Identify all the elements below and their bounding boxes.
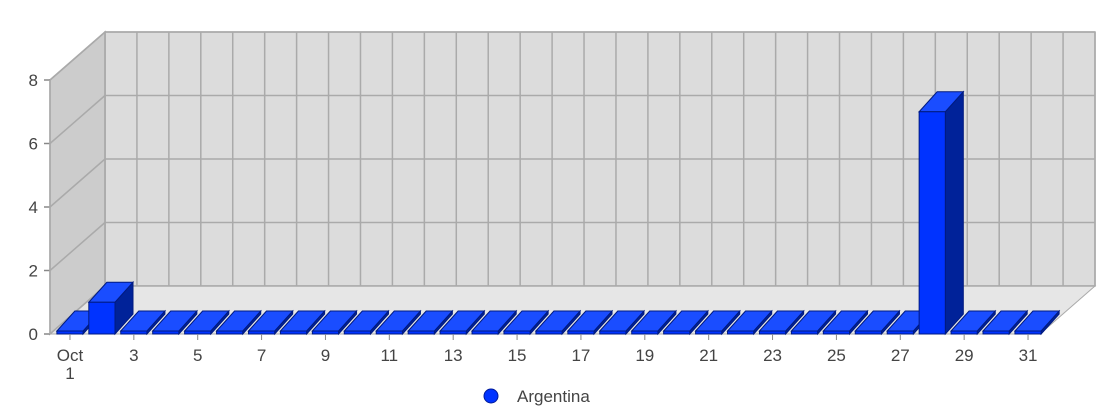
bar-front [631, 330, 659, 335]
bar [151, 309, 198, 336]
bar [694, 309, 741, 336]
bar-front [599, 330, 627, 335]
bar-front [216, 330, 244, 335]
bar [470, 309, 518, 336]
bar-front [982, 330, 1010, 335]
bar [822, 309, 869, 336]
gridline-left-wall [49, 158, 106, 208]
bar-front [918, 111, 946, 335]
bar-front [152, 330, 180, 335]
bar-front [950, 330, 978, 335]
bar [854, 309, 901, 336]
y-tick-label: 4 [29, 198, 38, 217]
gridline-left-wall [49, 31, 106, 81]
bar-front [727, 330, 755, 335]
x-tick-label: 25 [827, 346, 846, 365]
x-tick-label: 3 [129, 346, 138, 365]
bar [343, 309, 390, 336]
x-tick-label: 15 [508, 346, 527, 365]
gridline-left-wall [49, 221, 106, 272]
bar-front [375, 330, 403, 335]
x-tick-label: 23 [763, 346, 782, 365]
bar [438, 309, 486, 336]
x-tick-label: 27 [891, 346, 910, 365]
y-tick-label: 6 [29, 135, 38, 154]
bar [981, 309, 1029, 336]
bar [630, 309, 678, 336]
bar-front [439, 330, 467, 335]
x-tick-label: 7 [257, 346, 266, 365]
x-tick-label: 13 [444, 346, 463, 365]
x-tick-label: Oct [57, 346, 84, 365]
bar-front [822, 330, 851, 335]
bar [598, 309, 646, 336]
bar [502, 309, 550, 336]
bar [566, 309, 614, 336]
bar [119, 309, 167, 336]
bar [1013, 309, 1061, 336]
bar-front [854, 330, 882, 335]
bar-side [944, 90, 964, 336]
legend-marker-argentina [483, 388, 499, 404]
bar-front [1014, 330, 1042, 335]
bar-front [886, 330, 914, 335]
bars [55, 90, 1061, 336]
bar [279, 309, 326, 336]
y-tick-label: 2 [29, 262, 38, 281]
y-axis: 0 2 4 6 8 [29, 71, 51, 344]
bar [726, 309, 773, 336]
x-tick-label: 31 [1019, 346, 1038, 365]
bar [407, 309, 454, 336]
y-tick-label: 8 [29, 71, 38, 90]
x-tick-label-line2: 1 [65, 364, 74, 383]
bar [375, 309, 422, 336]
gridline-left-wall [49, 94, 106, 145]
bar [247, 309, 294, 336]
bar-front [790, 330, 819, 335]
bar [87, 280, 135, 336]
bar-front [56, 330, 84, 335]
bar-front [407, 330, 435, 335]
bar-front [120, 330, 148, 335]
bar-front [247, 330, 276, 335]
bar [918, 90, 965, 336]
bar [215, 309, 262, 336]
bar-front [663, 330, 691, 335]
bar [534, 309, 582, 336]
bar [790, 309, 837, 336]
x-tick-label: 5 [193, 346, 202, 365]
bar [662, 309, 709, 336]
legend-label-argentina: Argentina [517, 387, 590, 406]
bar-front [567, 330, 595, 335]
x-tick-label: 21 [699, 346, 718, 365]
bar-front [695, 330, 723, 335]
legend: Argentina [483, 387, 590, 406]
bar [311, 309, 358, 336]
bar-front [279, 330, 308, 335]
bar-front [758, 330, 787, 335]
x-tick-label: 17 [571, 346, 590, 365]
bar-front [184, 330, 212, 335]
x-tick-label: 11 [380, 346, 398, 365]
y-tick-label: 0 [29, 325, 38, 344]
bar [949, 309, 997, 336]
bar-front [88, 301, 116, 335]
x-tick-label: 9 [321, 346, 330, 365]
bar-front [343, 330, 371, 335]
bar [758, 309, 805, 336]
bar-front [503, 330, 531, 335]
bar-front [311, 330, 340, 335]
bar [183, 309, 230, 336]
x-tick-label: 19 [635, 346, 654, 365]
bar-front [471, 330, 499, 335]
x-tick-label: 29 [955, 346, 974, 365]
bar-front [535, 330, 563, 335]
